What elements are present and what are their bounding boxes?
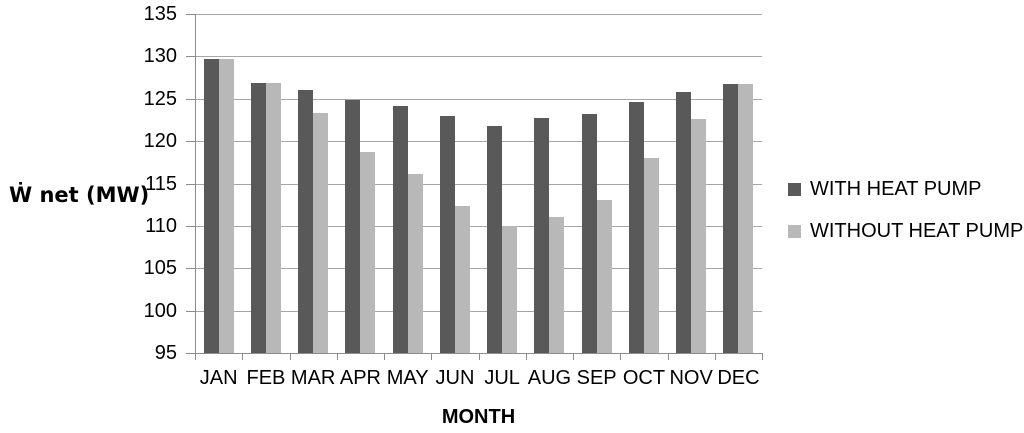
legend-label-without-heat-pump: WITHOUT HEAT PUMP — [810, 220, 1024, 242]
gridline-115 — [195, 184, 762, 185]
legend-item-with-heat-pump: WITH HEAT PUMP — [788, 178, 1023, 200]
legend-swatch-without-heat-pump — [788, 224, 801, 238]
bar-without-heat-pump-oct — [644, 158, 659, 353]
x-tick-7 — [526, 353, 527, 360]
y-tick-130 — [186, 56, 195, 57]
y-tick-label-95: 95 — [154, 342, 177, 364]
gridline-110 — [195, 226, 762, 227]
gridline-130 — [195, 56, 762, 57]
y-tick-label-120: 120 — [143, 130, 177, 152]
y-tick-120 — [186, 141, 195, 142]
bar-with-heat-pump-may — [393, 106, 408, 353]
x-tick-8 — [573, 353, 574, 360]
x-axis-title: MONTH — [441, 406, 516, 428]
bar-with-heat-pump-jun — [440, 115, 455, 353]
bar-without-heat-pump-dec — [738, 83, 753, 353]
y-tick-105 — [186, 268, 195, 269]
x-tick-10 — [668, 353, 669, 360]
y-tick-label-125: 125 — [143, 88, 177, 110]
x-tick-label-feb: FEB — [246, 367, 286, 389]
bar-with-heat-pump-sep — [582, 114, 597, 353]
gridline-125 — [195, 99, 762, 100]
gridline-135 — [195, 14, 762, 15]
plot-area: 135 130 125 120 115 110 105 100 95 JAN FEB MAR APR M… — [144, 4, 763, 389]
bar-without-heat-pump-may — [408, 174, 423, 353]
bar-with-heat-pump-dec — [723, 83, 738, 353]
y-tick-110 — [186, 226, 195, 227]
gridline-120 — [195, 141, 762, 142]
x-tick-label-apr: APR — [339, 367, 381, 389]
gridline-100 — [195, 311, 762, 312]
x-tick-4 — [384, 353, 385, 360]
x-tick-2 — [290, 353, 291, 360]
bar-without-heat-pump-sep — [597, 200, 612, 353]
x-tick-label-aug: AUG — [527, 367, 572, 389]
x-tick-label-jun: JUN — [435, 367, 475, 389]
y-tick-100 — [186, 311, 195, 312]
bar-without-heat-pump-apr — [360, 152, 375, 353]
bar-without-heat-pump-aug — [549, 216, 564, 353]
y-tick-135 — [186, 14, 195, 15]
bar-with-heat-pump-aug — [534, 118, 549, 353]
gridline-105 — [195, 268, 762, 269]
x-tick-3 — [337, 353, 338, 360]
y-tick-label-100: 100 — [143, 300, 177, 322]
x-tick-label-nov: NOV — [669, 367, 713, 389]
x-tick-0 — [195, 353, 196, 360]
bar-without-heat-pump-feb — [266, 82, 281, 353]
x-tick-label-jul: JUL — [484, 367, 520, 389]
y-tick-95 — [186, 353, 195, 354]
bar-with-heat-pump-oct — [629, 102, 644, 353]
bar-without-heat-pump-jun — [455, 206, 470, 353]
y-tick-label-130: 130 — [143, 45, 177, 67]
x-tick-1 — [242, 353, 243, 360]
x-tick-label-jan: JAN — [199, 367, 238, 389]
y-axis-title: Ẇ net (MW) — [9, 183, 150, 207]
bar-without-heat-pump-nov — [691, 119, 706, 353]
y-tick-label-105: 105 — [143, 257, 177, 279]
x-tick-5 — [431, 353, 432, 360]
legend-label-with-heat-pump: WITH HEAT PUMP — [810, 178, 982, 200]
y-axis-line — [195, 14, 196, 353]
x-tick-9 — [620, 353, 621, 360]
legend-item-without-heat-pump: WITHOUT HEAT PUMP — [788, 220, 1023, 242]
legend: WITH HEAT PUMP WITHOUT HEAT PUMP — [788, 178, 1023, 242]
bar-with-heat-pump-nov — [676, 92, 691, 353]
bar-without-heat-pump-jul — [502, 225, 517, 353]
bar-with-heat-pump-apr — [345, 100, 360, 353]
x-tick-label-dec: DEC — [717, 367, 760, 389]
x-axis-line — [195, 353, 762, 354]
y-tick-label-135: 135 — [143, 3, 177, 25]
bar-with-heat-pump-jan — [204, 58, 219, 353]
y-tick-label-115: 115 — [145, 173, 177, 195]
x-tick-12 — [762, 353, 763, 360]
bar-with-heat-pump-jul — [487, 125, 502, 353]
x-tick-label-oct: OCT — [622, 367, 666, 389]
x-tick-6 — [479, 353, 480, 360]
legend-swatch-with-heat-pump — [788, 182, 801, 196]
x-tick-label-mar: MAR — [290, 367, 336, 389]
y-tick-label-110: 110 — [145, 215, 177, 237]
x-tick-label-sep: SEP — [576, 367, 617, 389]
bar-without-heat-pump-jan — [219, 58, 234, 353]
bar-with-heat-pump-feb — [251, 82, 266, 353]
x-tick-label-may: MAY — [386, 367, 429, 389]
bar-without-heat-pump-mar — [313, 113, 328, 353]
y-tick-115 — [186, 184, 195, 185]
x-tick-11 — [715, 353, 716, 360]
y-tick-125 — [186, 99, 195, 100]
bar-with-heat-pump-mar — [298, 90, 313, 353]
